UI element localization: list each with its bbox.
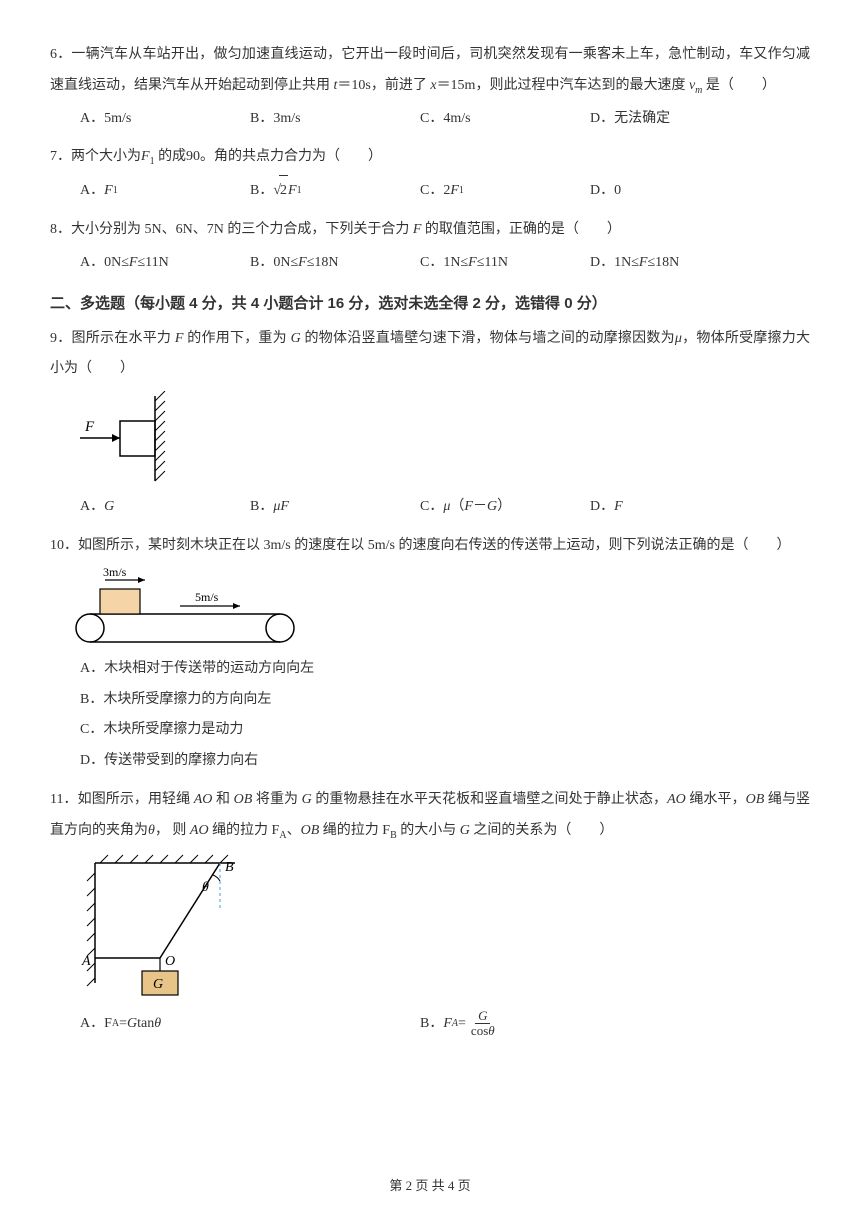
q7-t1: 7．两个大小为 — [50, 149, 141, 164]
svg-text:3m/s: 3m/s — [103, 568, 127, 579]
q11-opt-b[interactable]: B．FA = G cosθ — [420, 1009, 760, 1040]
question-6: 6．一辆汽车从车站开出，做匀加速直线运动，它开出一段时间后，司机突然发现有一乘客… — [50, 40, 810, 134]
q7-text: 7．两个大小为F1 的成90。角的共点力合力为（ ） — [50, 142, 810, 173]
q8-t1: 8．大小分别为 5N、6N、7N 的三个力合成，下列关于合力 — [50, 222, 413, 237]
q8-options: A．0N≤F≤11N B．0N≤F≤18N C．1N≤F≤11N D．1N≤F≤… — [50, 248, 810, 279]
q11-diagram: θ B A O G — [70, 853, 810, 1003]
q10-diagram: 3m/s 5m/s — [70, 568, 810, 648]
q10-text: 10．如图所示，某时刻木块正在以 3m/s 的速度在以 5m/s 的速度向右传送… — [50, 531, 810, 562]
fraction: G cosθ — [468, 1009, 498, 1039]
q8-t2: 的取值范围，正确的是（ ） — [421, 222, 621, 237]
question-9: 9．图所示在水平力 F 的作用下，重为 G 的物体沿竖直墙壁匀速下滑，物体与墙之… — [50, 324, 810, 523]
svg-text:G: G — [153, 977, 163, 992]
q6-t3: ，则此过程中汽车达到的最大速度 — [475, 78, 685, 93]
q8-text: 8．大小分别为 5N、6N、7N 的三个力合成，下列关于合力 F 的取值范围，正… — [50, 215, 810, 246]
q11-opt-a[interactable]: A．FA=Gtanθ — [80, 1009, 420, 1040]
question-10: 10．如图所示，某时刻木块正在以 3m/s 的速度在以 5m/s 的速度向右传送… — [50, 531, 810, 777]
q11-text: 11．如图所示，用轻绳 AO 和 OB 将重为 G 的重物悬挂在水平天花板和竖直… — [50, 785, 810, 847]
q6-xval: ＝15m — [437, 78, 476, 93]
svg-text:F: F — [84, 419, 95, 435]
q6-options: A．5m/s B．3m/s C．4m/s D．无法确定 — [50, 104, 810, 135]
q6-text: 6．一辆汽车从车站开出，做匀加速直线运动，它开出一段时间后，司机突然发现有一乘客… — [50, 40, 810, 102]
q10-opt-b[interactable]: B．木块所受摩擦力的方向向左 — [80, 685, 810, 716]
q9-opt-d[interactable]: D．F — [590, 492, 760, 523]
q10-options: A．木块相对于传送带的运动方向向左 B．木块所受摩擦力的方向向左 C．木块所受摩… — [50, 654, 810, 777]
q7-opt-b[interactable]: B．2F1 — [250, 175, 420, 207]
q9-opt-a[interactable]: A．G — [80, 492, 250, 523]
question-8: 8．大小分别为 5N、6N、7N 的三个力合成，下列关于合力 F 的取值范围，正… — [50, 215, 810, 279]
svg-text:A: A — [81, 954, 91, 969]
q7-f: F — [141, 149, 150, 164]
svg-text:O: O — [165, 954, 175, 969]
q6-t4: 是（ ） — [702, 78, 776, 93]
page-footer: 第 2 页 共 4 页 — [50, 1172, 810, 1201]
q9-text: 9．图所示在水平力 F 的作用下，重为 G 的物体沿竖直墙壁匀速下滑，物体与墙之… — [50, 324, 810, 386]
q10-opt-d[interactable]: D．传送带受到的摩擦力向右 — [80, 746, 810, 777]
q7-options: A．F1 B．2F1 C．2F1 D．0 — [50, 175, 810, 207]
q7-opt-d[interactable]: D．0 — [590, 175, 760, 207]
q8-opt-a[interactable]: A．0N≤F≤11N — [80, 248, 250, 279]
q8-opt-d[interactable]: D．1N≤F≤18N — [590, 248, 760, 279]
question-11: 11．如图所示，用轻绳 AO 和 OB 将重为 G 的重物悬挂在水平天花板和竖直… — [50, 785, 810, 1039]
q6-opt-c[interactable]: C．4m/s — [420, 104, 590, 135]
q6-opt-b[interactable]: B．3m/s — [250, 104, 420, 135]
question-7: 7．两个大小为F1 的成90。角的共点力合力为（ ） A．F1 B．2F1 C．… — [50, 142, 810, 207]
q6-opt-a[interactable]: A．5m/s — [80, 104, 250, 135]
q7-t2: 的成90。角的共点力合力为（ ） — [155, 149, 383, 164]
q9-opt-c[interactable]: C．μ（F－G） — [420, 492, 590, 523]
q9-options: A．G B．μF C．μ（F－G） D．F — [50, 492, 810, 523]
svg-text:B: B — [225, 860, 234, 875]
q9-opt-b[interactable]: B．μF — [250, 492, 420, 523]
q7-opt-a[interactable]: A．F1 — [80, 175, 250, 207]
svg-text:θ: θ — [202, 880, 209, 895]
q9-diagram: F — [70, 391, 810, 486]
q6-tval: ＝10s — [337, 78, 370, 93]
q6-t2: ，前进了 — [371, 78, 431, 93]
section-2-header: 二、多选题（每小题 4 分，共 4 小题合计 16 分，选对未选全得 2 分，选… — [50, 287, 810, 320]
q8-opt-b[interactable]: B．0N≤F≤18N — [250, 248, 420, 279]
q11-options: A．FA=Gtanθ B．FA = G cosθ — [50, 1009, 810, 1040]
q6-opt-d[interactable]: D．无法确定 — [590, 104, 760, 135]
q7-opt-c[interactable]: C．2F1 — [420, 175, 590, 207]
q10-opt-c[interactable]: C．木块所受摩擦力是动力 — [80, 715, 810, 746]
svg-text:5m/s: 5m/s — [195, 590, 219, 604]
q8-opt-c[interactable]: C．1N≤F≤11N — [420, 248, 590, 279]
q10-opt-a[interactable]: A．木块相对于传送带的运动方向向左 — [80, 654, 810, 685]
